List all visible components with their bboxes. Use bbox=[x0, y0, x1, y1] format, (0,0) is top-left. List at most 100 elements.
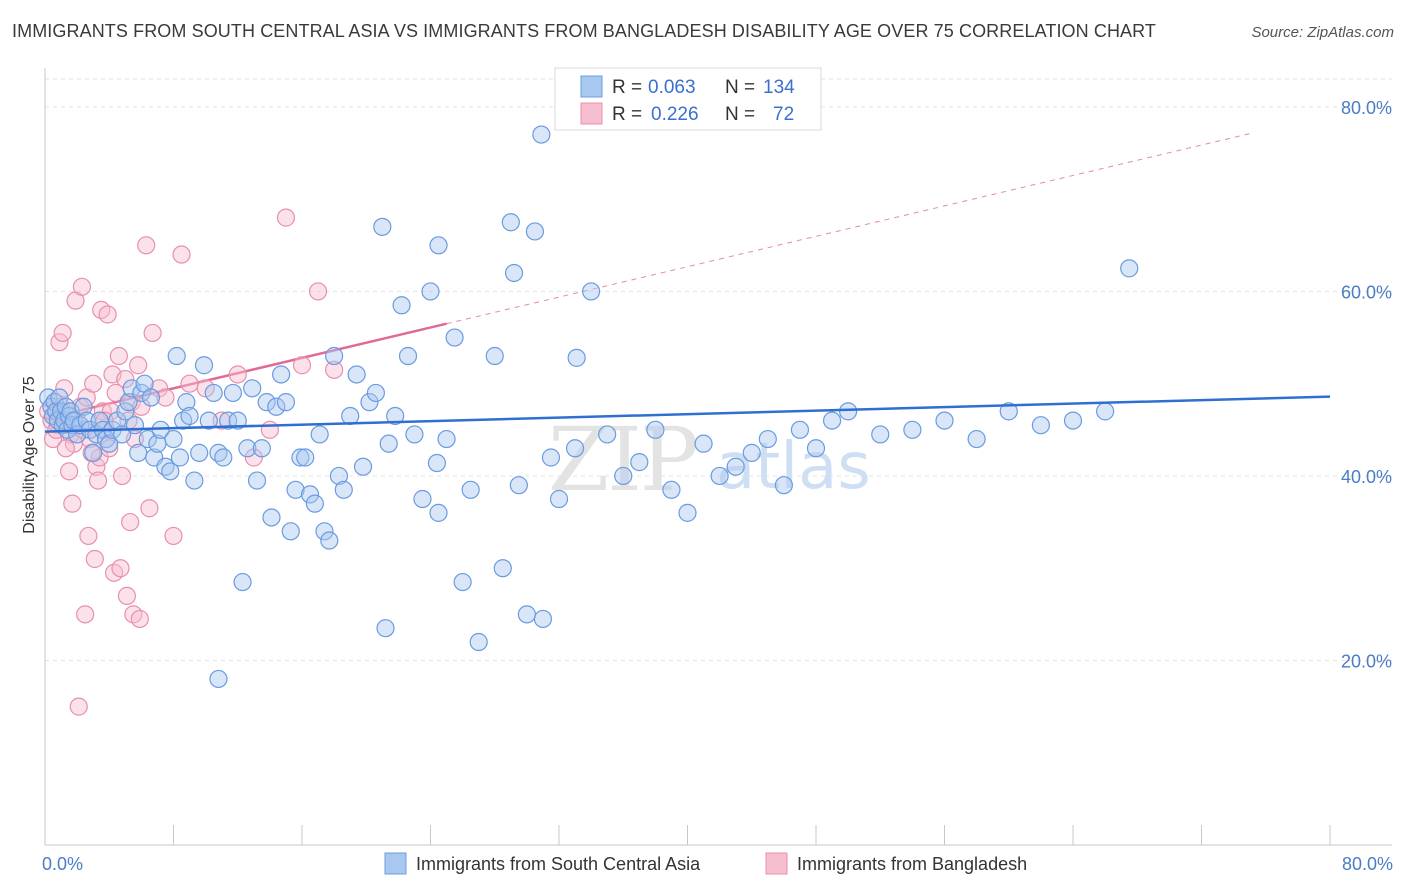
point-bangladesh bbox=[98, 305, 117, 324]
point-south-central-asia bbox=[243, 379, 262, 398]
point-south-central-asia bbox=[267, 397, 286, 416]
legend-r-label-1: R = bbox=[612, 77, 642, 98]
legend-n-value-1: 134 bbox=[763, 77, 795, 98]
point-south-central-asia bbox=[567, 348, 586, 367]
point-south-central-asia bbox=[291, 448, 310, 467]
point-south-central-asia bbox=[141, 388, 161, 407]
point-bangladesh bbox=[92, 300, 111, 319]
point-south-central-asia bbox=[194, 356, 214, 375]
legend: R = 0.063 N = 134 R = 0.226 N = 72 bbox=[554, 67, 822, 131]
point-south-central-asia bbox=[305, 494, 324, 513]
y-tick-label-20: 20.0% bbox=[1341, 651, 1392, 671]
point-south-central-asia bbox=[758, 429, 777, 449]
point-bangladesh bbox=[156, 388, 175, 407]
point-south-central-asia bbox=[177, 393, 196, 412]
point-south-central-asia bbox=[806, 439, 826, 458]
point-south-central-asia bbox=[185, 471, 204, 490]
point-south-central-asia bbox=[161, 462, 180, 481]
point-bangladesh bbox=[130, 609, 149, 629]
point-south-central-asia bbox=[233, 572, 252, 592]
point-bangladesh bbox=[137, 236, 156, 255]
tick-labels: 20.0% 40.0% 60.0% 80.0% 0.0% 80.0% bbox=[42, 98, 1393, 874]
trend-south-central-asia bbox=[44, 395, 1331, 433]
trend-south-central-asia-line bbox=[44, 395, 1331, 433]
point-bangladesh bbox=[111, 559, 130, 578]
bottom-legend-label-south-central-asia: Immigrants from South Central Asia bbox=[416, 854, 701, 874]
legend-r-value-2: 0.226 bbox=[651, 104, 699, 125]
point-bangladesh bbox=[88, 471, 108, 490]
point-south-central-asia bbox=[257, 393, 276, 412]
point-south-central-asia bbox=[276, 393, 296, 412]
point-south-central-asia bbox=[485, 346, 504, 366]
point-south-central-asia bbox=[726, 457, 745, 476]
point-south-central-asia bbox=[582, 282, 601, 301]
point-bangladesh bbox=[212, 411, 231, 430]
point-bangladesh bbox=[56, 439, 75, 458]
point-bangladesh bbox=[63, 494, 82, 513]
legend-r-label-2: R = bbox=[612, 104, 642, 125]
point-south-central-asia bbox=[325, 346, 344, 366]
series-south-central-asia bbox=[39, 125, 1139, 689]
point-south-central-asia bbox=[517, 605, 536, 624]
point-south-central-asia bbox=[199, 411, 218, 430]
point-bangladesh bbox=[180, 374, 199, 393]
point-south-central-asia bbox=[525, 222, 545, 241]
point-bangladesh bbox=[59, 462, 79, 481]
point-bangladesh bbox=[325, 360, 344, 379]
point-south-central-asia bbox=[469, 632, 488, 652]
point-south-central-asia bbox=[190, 443, 209, 462]
point-south-central-asia bbox=[822, 411, 842, 430]
point-bangladesh bbox=[129, 356, 148, 375]
point-bangladesh bbox=[308, 282, 328, 301]
point-south-central-asia bbox=[1096, 402, 1115, 421]
point-south-central-asia bbox=[501, 213, 520, 232]
point-bangladesh bbox=[117, 586, 137, 605]
point-south-central-asia bbox=[386, 406, 405, 426]
point-south-central-asia bbox=[300, 485, 320, 504]
point-bangladesh bbox=[121, 512, 140, 532]
point-south-central-asia bbox=[353, 457, 373, 476]
point-south-central-asia bbox=[214, 448, 233, 467]
point-bangladesh bbox=[140, 499, 159, 518]
trend-bangladesh-extension bbox=[446, 133, 1250, 325]
point-south-central-asia bbox=[74, 397, 93, 416]
axes bbox=[44, 68, 1392, 846]
point-bangladesh bbox=[109, 346, 128, 366]
point-south-central-asia bbox=[286, 480, 305, 499]
point-south-central-asia bbox=[315, 522, 334, 541]
point-south-central-asia bbox=[100, 434, 119, 453]
point-south-central-asia bbox=[334, 480, 353, 499]
point-south-central-asia bbox=[630, 453, 649, 472]
point-south-central-asia bbox=[790, 420, 810, 439]
point-south-central-asia bbox=[742, 443, 761, 462]
point-bangladesh bbox=[228, 365, 247, 384]
point-south-central-asia bbox=[272, 365, 291, 384]
point-south-central-asia bbox=[532, 125, 551, 144]
point-south-central-asia bbox=[204, 383, 223, 403]
point-bangladesh bbox=[69, 697, 88, 716]
point-south-central-asia bbox=[296, 448, 315, 467]
point-south-central-asia bbox=[509, 476, 528, 495]
source-credit: Source: ZipAtlas.com bbox=[1251, 24, 1394, 41]
point-south-central-asia bbox=[662, 480, 681, 499]
point-south-central-asia bbox=[999, 402, 1018, 421]
point-south-central-asia bbox=[839, 402, 858, 421]
bottom-legend-swatch-bangladesh bbox=[765, 852, 788, 875]
point-bangladesh bbox=[292, 356, 312, 375]
point-south-central-asia bbox=[413, 489, 432, 509]
point-south-central-asia bbox=[392, 296, 411, 315]
legend-swatch-bangladesh bbox=[580, 102, 603, 125]
point-south-central-asia bbox=[461, 480, 480, 499]
point-south-central-asia bbox=[710, 466, 729, 486]
point-bangladesh bbox=[164, 526, 183, 546]
y-tick-label-40: 40.0% bbox=[1341, 467, 1392, 487]
legend-n-label-2: N = bbox=[725, 104, 755, 125]
point-south-central-asia bbox=[119, 393, 138, 412]
point-south-central-asia bbox=[247, 471, 267, 490]
point-south-central-asia bbox=[64, 411, 84, 430]
legend-n-value-2: 72 bbox=[773, 104, 794, 125]
y-tick-label-60: 60.0% bbox=[1341, 282, 1392, 302]
point-south-central-asia bbox=[903, 420, 922, 439]
point-south-central-asia bbox=[1031, 416, 1050, 435]
